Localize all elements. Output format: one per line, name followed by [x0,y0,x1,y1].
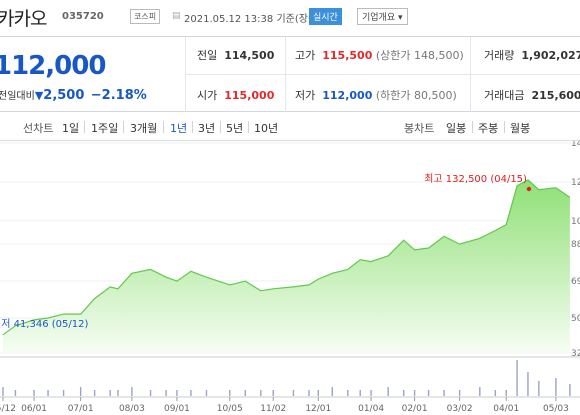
volume-bar [14,390,17,396]
volume-bar [317,390,319,396]
x-tick-label: 04/01 [493,404,519,414]
x-tick-label: 01/04 [358,404,384,414]
day-low: 저가 112,000 (하한가 80,500) [295,89,457,102]
volume-bar [176,390,178,396]
high-marker [526,186,532,192]
volume-bar [331,387,333,396]
volume-bar [494,390,497,396]
tab-5y[interactable]: 5년 [226,122,244,135]
volume-bar [370,390,372,396]
volume-bar [505,390,507,396]
volume-bar [527,372,529,396]
y-tick-label: 10 [571,217,580,227]
volume-bar [413,390,416,396]
x-tick-label: 07/01 [68,404,94,414]
volume-bar [79,387,82,396]
line-chart-label: 선차트 [23,122,54,135]
volume-bar [347,390,349,396]
price-area [3,179,570,353]
volume-bar [403,390,405,396]
price-chart: 05/12 06/01 07/01 08/03 09/01 10/05 11/02 12/01… [0,141,580,414]
chart-tabs: 선차트 1일 1주일 3개월 1년 3년 5년 10년 봉차트 일봉 주봉 월봉 [0,113,580,141]
y-tick-label: 12 [571,178,580,188]
volume-bar [538,381,540,396]
volume-bar [149,390,152,396]
realtime-button[interactable]: 실시간 [309,8,342,25]
volume-bar [516,360,518,396]
price-line [2,179,571,336]
quote-datetime: 2021.05.12 13:38 기준(장중) [184,14,322,25]
volume-bar [479,387,481,396]
trade-amount: 거래대금 215,600 [484,89,580,102]
down-triangle-icon: ▼ [34,89,44,102]
change-percent: −2.18% [90,88,147,103]
company-info-dropdown[interactable]: 기업개요 ▾ [357,8,408,25]
prev-close: 전일 114,500 [197,49,275,62]
volume-bar [229,390,231,396]
volume-bar [62,390,65,396]
chevron-down-icon: ▾ [398,13,403,23]
tab-weekly[interactable]: 주봉 [478,122,499,135]
volume-bar [47,390,49,396]
volume-bar [190,390,192,396]
price-change: 전일대비▼2,500 −2.18% [0,88,147,103]
volume-bar [308,390,310,396]
open-price: 시가 115,000 [197,89,275,102]
y-tick-label: 50 [571,314,580,324]
tab-1w[interactable]: 1주일 [91,122,119,135]
tab-1d[interactable]: 1일 [62,122,80,135]
volume-bar [109,390,111,396]
x-tick-label: 05/12 [0,404,16,414]
y-tick-label: 32 [571,349,580,359]
volume-bar [33,390,35,396]
market-badge: 코스피 [130,9,161,24]
x-tick-label: 05/03 [543,404,569,414]
volume-bar [569,384,571,396]
x-tick-label: 12/01 [305,404,331,414]
volume-bar [131,387,133,396]
volume-bar [292,390,295,396]
tab-3m[interactable]: 3개월 [130,122,158,135]
volume-bar [427,390,430,396]
current-price: 112,000 [0,51,106,81]
volume-bar [93,390,96,396]
high-annotation: 최고 132,500 (04/15) [424,173,527,185]
volume: 거래량 1,902,027 [484,49,580,62]
volume-bar [260,390,262,396]
y-tick-label: 69 [571,277,580,287]
tab-monthly[interactable]: 월봉 [510,122,531,135]
tab-3y[interactable]: 3년 [198,122,216,135]
volume-bar [205,390,208,396]
stock-name: 카카오 [0,8,47,30]
candle-chart-label: 봉차트 [404,122,435,135]
volume-bar [458,390,461,396]
x-tick-label: 03/02 [447,404,473,414]
tab-1y[interactable]: 1년 [170,122,188,135]
volume-bar [387,387,389,396]
low-annotation: 최저 41,346 (05/12) [0,318,88,330]
x-tick-label: 11/02 [260,404,286,414]
volume-bar [117,390,119,396]
volume-bar [244,390,246,396]
y-tick-label: 14 [571,141,580,149]
tab-10y[interactable]: 10년 [254,122,279,135]
price-panel: 112,000 전일대비▼2,500 −2.18% 전일 114,500 고가 … [0,36,580,112]
x-tick-label: 02/01 [402,404,428,414]
stock-code: 035720 [62,11,104,22]
x-tick-label: 08/03 [119,404,145,414]
tab-daily[interactable]: 일봉 [446,122,467,135]
volume-bar [2,387,4,396]
volume-bar [359,390,361,396]
x-tick-label: 06/01 [21,404,47,414]
volume-bar [272,390,274,396]
y-tick-label: 88 [571,240,580,250]
volume-bar [165,390,167,396]
volume-bar [443,390,445,396]
x-tick-label: 10/05 [217,404,243,414]
calendar-icon: ▤ [172,11,181,21]
x-tick-label: 09/01 [164,404,190,414]
day-high: 고가 115,500 (상한가 148,500) [295,49,464,62]
stock-header: 카카오 035720 코스피 ▤ 2021.05.12 13:38 기준(장중)… [0,0,580,36]
volume-bar [555,378,557,396]
